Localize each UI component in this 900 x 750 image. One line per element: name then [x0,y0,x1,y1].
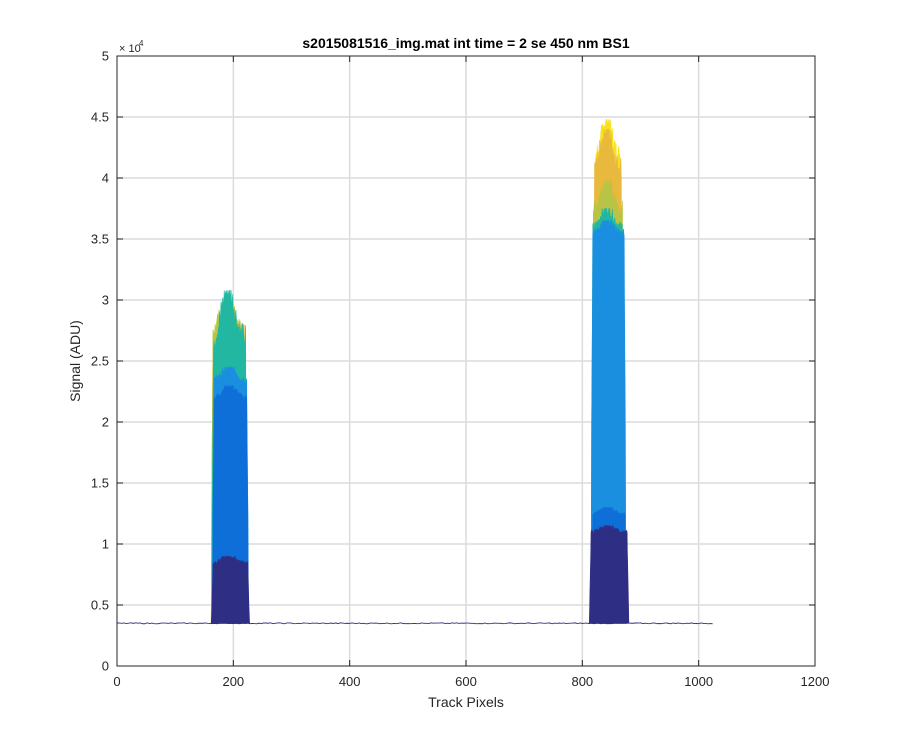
x-tick-label: 1000 [684,674,713,689]
baseline-trace [116,622,713,625]
y-exponent: × 10 4 [119,39,144,55]
y-tick-label: 3.5 [91,232,109,247]
y-tick-label: 0 [102,659,109,674]
y-tick-label: 1.5 [91,476,109,491]
y-tick-label: 3 [102,293,109,308]
y-exponent-base: × 10 [119,43,141,55]
y-tick-label: 4.5 [91,110,109,125]
y-exponent-power: 4 [139,39,144,48]
y-axis-ticks: 0 0.5 1 1.5 2 2.5 3 3.5 4 4.5 5 [91,49,815,674]
x-tick-label: 200 [222,674,244,689]
y-tick-label: 0.5 [91,598,109,613]
x-tick-label: 800 [571,674,593,689]
x-tick-label: 1200 [801,674,830,689]
y-tick-label: 2.5 [91,354,109,369]
x-axis-label: Track Pixels [428,694,504,710]
series-group [116,119,713,625]
y-tick-label: 4 [102,171,109,186]
series-7-peak-2 [589,525,630,624]
y-axis-label: Signal (ADU) [67,320,83,402]
series-7-peak-1 [210,555,250,624]
x-tick-label: 400 [339,674,361,689]
y-tick-label: 1 [102,537,109,552]
series-7 [210,525,630,624]
x-tick-label: 600 [455,674,477,689]
x-tick-label: 0 [113,674,120,689]
y-tick-label: 2 [102,415,109,430]
y-tick-label: 5 [102,49,109,64]
chart-title: s2015081516_img.mat int time = 2 se 450 … [302,35,629,51]
x-axis-ticks: 0 200 400 600 800 1000 1200 [113,56,829,689]
